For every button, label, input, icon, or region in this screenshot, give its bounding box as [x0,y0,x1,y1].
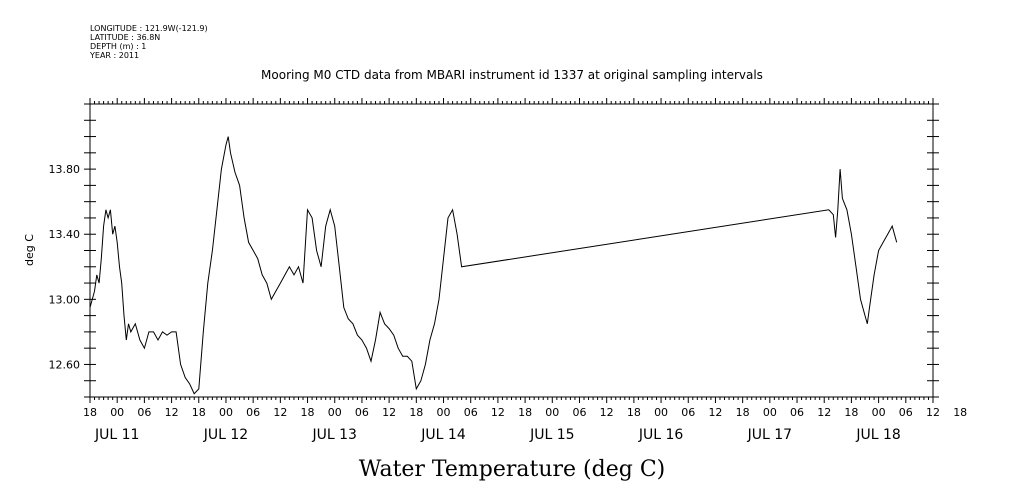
x-tick-label: 06 [137,406,151,419]
x-tick-label: 06 [246,406,260,419]
x-tick-label: 12 [165,406,179,419]
x-tick-label: 12 [708,406,722,419]
x-tick-label: 12 [600,406,614,419]
x-tick-label: 18 [844,406,858,419]
x-tick-label: 06 [464,406,478,419]
x-tick-label: 18 [518,406,532,419]
x-day-label: JUL 14 [420,427,466,443]
x-tick-label: 18 [301,406,315,419]
y-ticks [84,103,939,398]
x-tick-label: 18 [192,406,206,419]
x-day-label: JUL 15 [529,427,574,443]
x-tick-label: 18 [627,406,641,419]
x-tick-label: 18 [83,406,97,419]
meta-longitude: LONGITUDE : 121.9W(-121.9) [90,24,208,33]
x-day-label: JUL 18 [855,427,900,443]
series-line [89,136,898,395]
x-tick-label: 18 [736,406,750,419]
y-tick-label: 12.60 [49,358,81,371]
x-day-label: JUL 12 [203,427,248,443]
meta-year: YEAR : 2011 [89,51,139,60]
x-tick-label: 00 [763,406,777,419]
x-tick-label: 18 [953,406,967,419]
x-day-label: JUL 17 [747,427,792,443]
x-day-label: JUL 16 [638,427,684,443]
x-tick-label: 12 [491,406,505,419]
x-day-label: JUL 13 [312,427,357,443]
y-tick-labels: 12.60 13.00 13.40 13.80 [49,163,81,371]
meta-latitude: LATITUDE : 36.8N [90,33,160,42]
top-minor-ticks [89,98,934,104]
x-tick-label: 00 [545,406,559,419]
x-tick-label: 06 [355,406,369,419]
x-tick-label: 12 [926,406,940,419]
x-tick-label: 00 [219,406,233,419]
y-tick-label: 13.00 [49,293,81,306]
x-tick-label: 00 [110,406,124,419]
meta-depth: DEPTH (m) : 1 [90,42,146,51]
y-axis-label: deg C [23,234,36,266]
x-tick-label: 12 [273,406,287,419]
y-tick-label: 13.40 [49,228,81,241]
x-tick-label: 12 [817,406,831,419]
plot-frame [89,103,934,398]
x-tick-label: 06 [572,406,586,419]
y-tick-label: 13.80 [49,163,81,176]
x-day-labels: JUL 11 JUL 12 JUL 13 JUL 14 JUL 15 JUL 16 JUL … [94,427,901,443]
x-tick-label: 12 [382,406,396,419]
x-axis-label: Water Temperature (deg C) [359,457,666,482]
x-tick-label: 00 [437,406,451,419]
x-tick-label: 06 [681,406,695,419]
bottom-ticks [89,397,934,403]
x-tick-label: 00 [328,406,342,419]
x-tick-label: 00 [872,406,886,419]
chart-title: Mooring M0 CTD data from MBARI instrumen… [261,68,763,82]
x-tick-label: 06 [899,406,913,419]
x-tick-label: 00 [654,406,668,419]
x-day-label: JUL 11 [94,427,139,443]
x-tick-label: 18 [409,406,423,419]
x-hour-labels: 18 00 06 12 18 00 06 12 18 00 06 12 18 00 06 12 18 00 06 12… [83,406,967,419]
x-tick-label: 06 [790,406,804,419]
